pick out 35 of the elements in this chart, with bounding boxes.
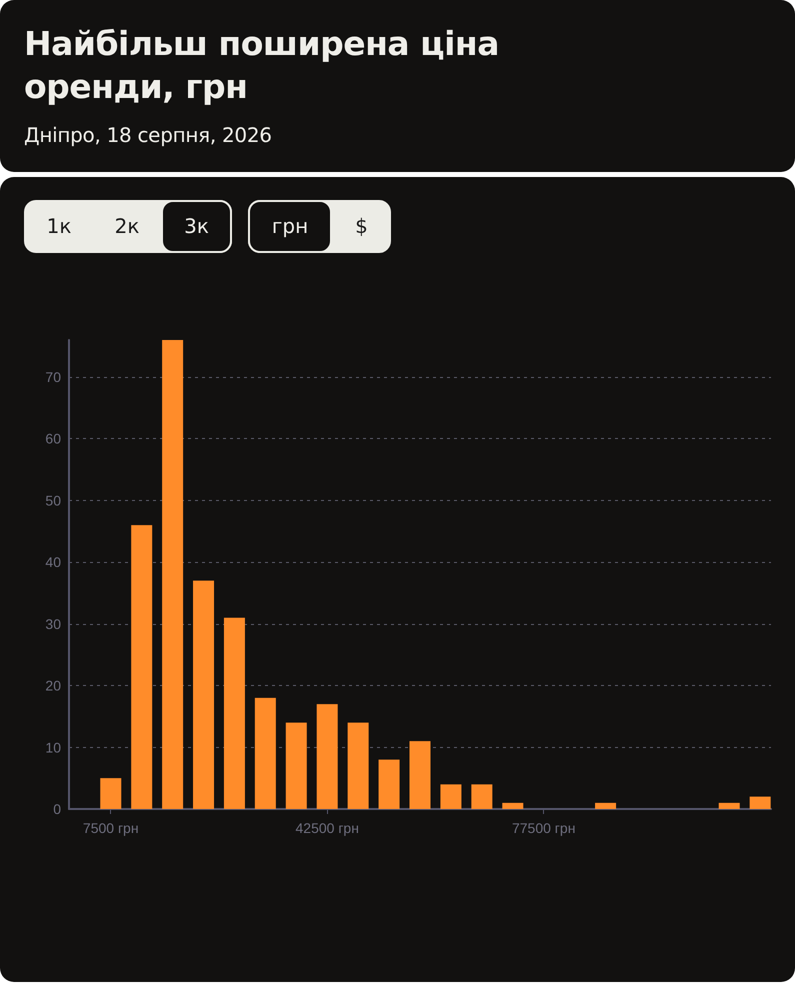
bar <box>131 525 152 809</box>
toggle-button[interactable]: 1к <box>24 200 94 253</box>
bar <box>162 340 184 809</box>
bar <box>378 760 400 809</box>
x-tick-label: 7500 грн <box>82 820 139 836</box>
y-tick-label: 0 <box>53 801 62 817</box>
bar <box>224 618 245 809</box>
bar <box>193 580 214 809</box>
y-tick-label: 20 <box>45 678 62 694</box>
bar <box>254 698 276 809</box>
x-tick-label: 77500 грн <box>512 820 576 836</box>
bar <box>750 796 771 809</box>
x-tick-label: 42500 грн <box>296 820 359 836</box>
y-tick-label: 40 <box>45 554 62 570</box>
bar <box>718 802 740 809</box>
bar <box>100 778 122 809</box>
y-tick-label: 30 <box>45 616 62 632</box>
chart-title: Найбільш поширена ціна оренди, грн <box>24 23 500 108</box>
bar <box>316 704 338 809</box>
bar <box>471 784 492 809</box>
toggle-button[interactable]: грн <box>248 200 332 253</box>
toggle-button[interactable]: $ <box>332 200 391 253</box>
toggle-button[interactable]: 2к <box>94 200 160 253</box>
bar <box>440 784 462 809</box>
bar <box>595 802 616 809</box>
y-tick-label: 50 <box>45 492 62 508</box>
y-tick-label: 10 <box>45 739 62 756</box>
bar <box>286 722 307 809</box>
bar <box>410 741 430 809</box>
bar <box>348 722 369 809</box>
y-tick-label: 70 <box>45 369 62 386</box>
toggle-button[interactable]: 3к <box>161 200 232 253</box>
bar <box>502 802 524 809</box>
chart-subtitle: Дніпро, 18 серпня, 2026 <box>24 122 272 148</box>
y-tick-label: 60 <box>45 430 62 447</box>
